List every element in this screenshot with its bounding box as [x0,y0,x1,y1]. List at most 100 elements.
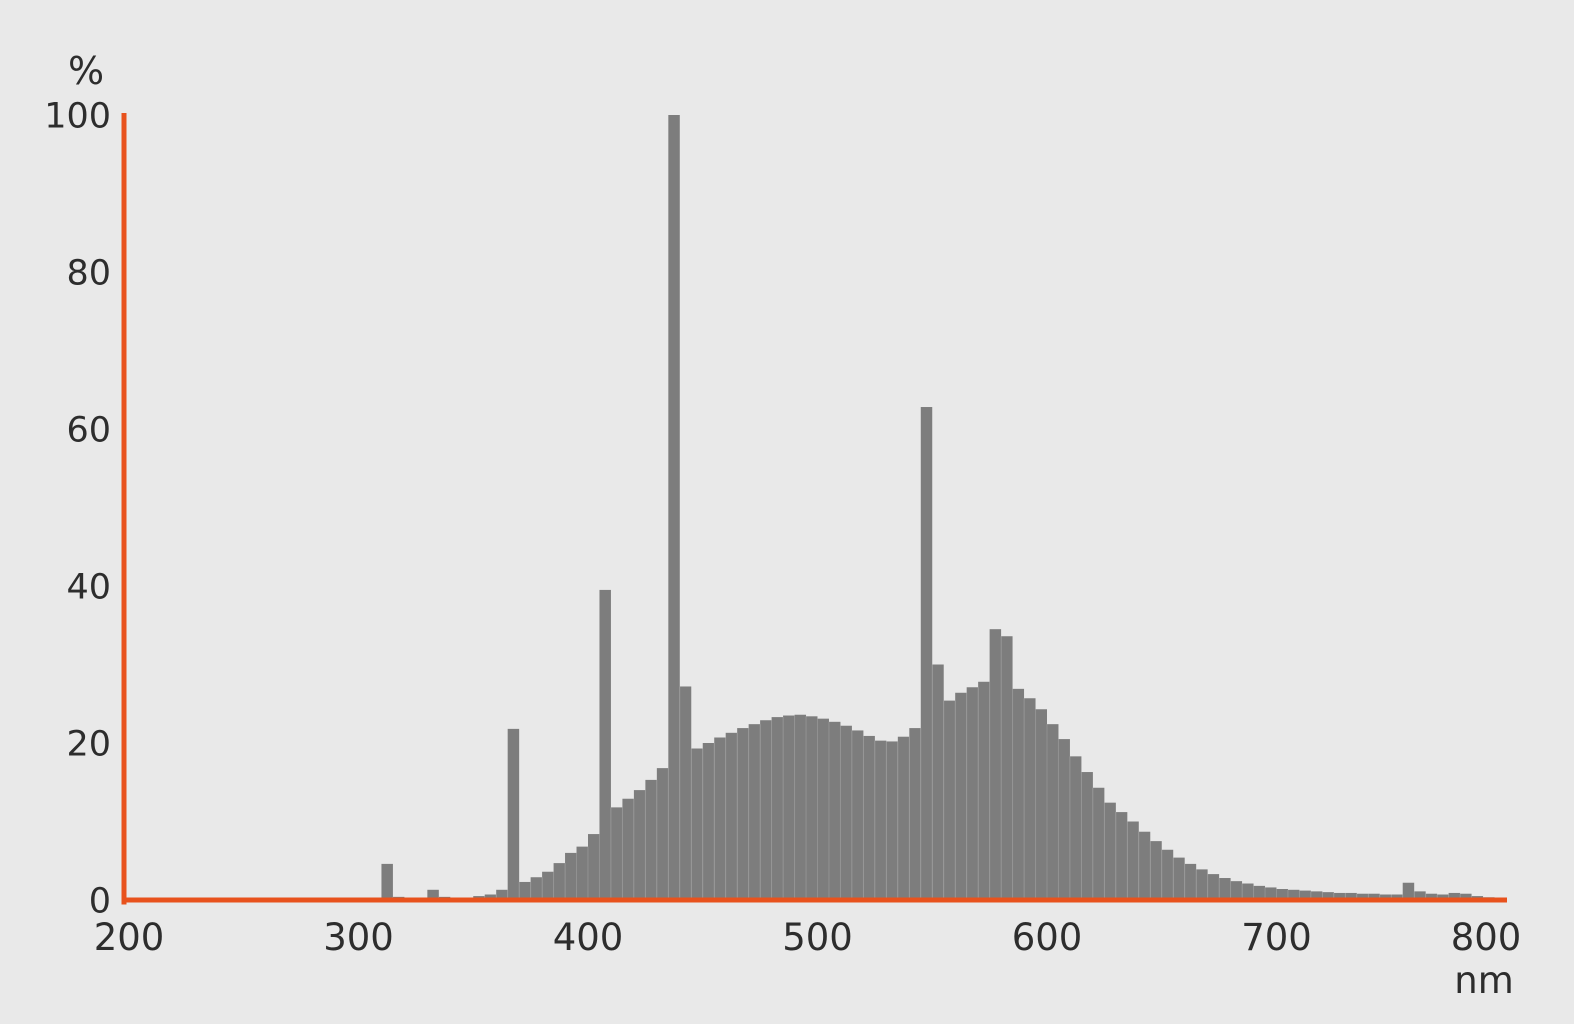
bar-seam [587,846,589,900]
spectrum-bar [737,728,749,900]
bar-seam [1287,889,1289,900]
spectrum-bar [1024,698,1036,900]
spectrum-bar [565,852,577,900]
spectrum-bar [920,407,933,900]
bar-seam [690,748,692,900]
bar-seam [1333,892,1335,900]
spectrum-bar [989,629,1002,900]
spectrum-bar [943,700,956,900]
spectrum-bar [1001,636,1013,900]
spectrum-bar [955,692,967,900]
spectrum-bar [1196,869,1208,900]
spectrum-bar [1276,889,1288,900]
spectrum-bar [679,686,692,900]
bar-seam [1138,831,1140,900]
bar-seam [966,692,968,900]
spectrum-bar [1219,878,1231,900]
y-tick-label: 20 [66,725,111,765]
bar-seam [1367,893,1369,900]
spectrum-bar [1379,894,1392,900]
spectrum-bar [874,740,887,900]
spectrum-bar [599,589,611,900]
spectrum-bar [1242,883,1254,900]
spectrum-bar [1437,894,1449,900]
spectrum-bar [553,863,566,901]
spectrum-bar [897,736,910,900]
spectrum-bar [1414,891,1426,900]
spectrum-bar [691,748,703,900]
bar-seam [530,881,532,900]
y-tick-label: 100 [44,97,111,137]
spectrum-bar [507,728,520,900]
spectrum-bar [748,724,761,900]
bar-seam [897,741,899,900]
spectrum-bar [909,728,921,900]
spectrum-bar [1092,787,1105,900]
spectrum-bar [1425,893,1438,900]
bar-seam [1413,891,1415,900]
bar-seam [1402,894,1404,900]
bar-seam [1264,887,1266,900]
spectrum-bar [1047,724,1059,900]
spectrum-bar [496,889,508,900]
spectrum-bar [1161,849,1174,900]
spectrum-bar [1265,887,1277,900]
spectrum-bar [633,790,646,900]
bar-seam [553,871,555,900]
spectrum-bar [645,779,657,900]
spectrum-bar [1035,709,1047,900]
spectrum-bar [668,115,680,900]
bar-seam [1459,893,1461,900]
spectrum-bar [1069,756,1082,901]
spectrum-bar [1322,892,1334,900]
bar-seam [644,790,646,900]
spectrum-bar [1368,893,1380,900]
y-axis-line [121,113,127,905]
spectrum-bar [519,881,531,900]
x-axis-unit-label: nm [1454,959,1514,1002]
bar-seam [702,748,704,900]
spectrum-bar [771,717,784,901]
bar-seam [1379,894,1381,900]
x-tick-label: 500 [782,916,853,959]
spectrum-bar [1333,892,1346,900]
spectrum-bar [530,877,543,900]
bar-seam [782,717,784,901]
spectrum-bar [806,716,818,900]
bar-seam [713,743,715,900]
bar-seam [920,728,922,900]
bar-seam [564,863,566,901]
bar-seam [1195,869,1197,900]
bar-seam [1276,889,1277,900]
bar-seam [1080,772,1082,900]
spectrum-bar [1448,892,1461,900]
spectrum-bar [966,687,979,900]
spectrum-bar [1104,802,1116,900]
bar-seam [518,881,520,900]
bar-seam [1057,739,1059,900]
bar-seam [1390,894,1392,900]
bar-seam [805,716,807,900]
bar-seam [1436,894,1438,900]
bar-seam [495,894,497,900]
bar-seam [977,687,979,900]
spectrum-bar [576,846,588,900]
spectrum-bar [1012,688,1025,900]
bar-seam [1241,883,1243,900]
spectrum-bar [1138,831,1151,900]
bar-seam [1126,821,1128,900]
spectrum-bar [783,715,795,900]
bar-seam [954,700,956,900]
spectrum-bar [1391,894,1403,900]
bar-seam [610,807,612,900]
spectrum-bar [1402,882,1415,900]
bar-seam [1035,709,1037,900]
bar-seam [576,852,578,900]
bar-seam [1218,878,1220,900]
bar-seam [679,686,681,900]
spectrum-bar [1310,891,1323,900]
y-axis-unit-label: % [68,49,105,93]
spectrum-bar [622,798,634,901]
spectrum-bar [840,725,852,900]
bar-seam [633,798,635,901]
